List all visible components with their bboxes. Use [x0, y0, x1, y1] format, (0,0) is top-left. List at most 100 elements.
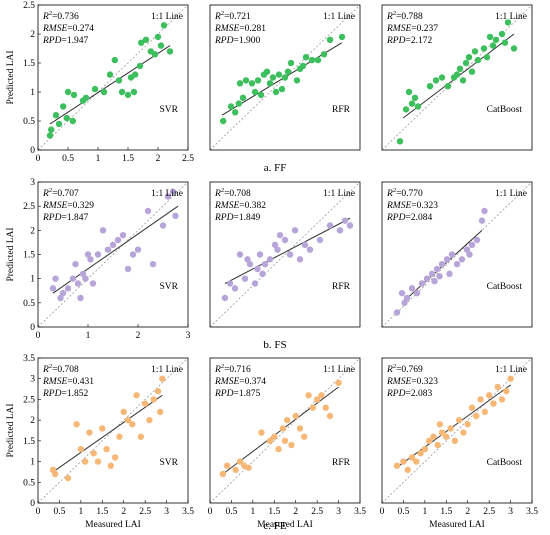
x-tick-label: 2.5 [311, 507, 323, 517]
y-tick-label: 1 [30, 88, 35, 98]
data-point [396, 138, 404, 145]
data-point [430, 433, 437, 440]
row-caption-fs: b. FS [263, 339, 287, 351]
one-to-one-label: 1:1 Line [323, 12, 355, 22]
data-point [460, 429, 467, 436]
data-point [276, 231, 284, 239]
data-point [104, 246, 112, 253]
data-point [318, 392, 325, 399]
one-to-one-line [37, 181, 189, 328]
rmse-label: RMSE=0.274 [42, 24, 94, 34]
one-to-one-line [37, 4, 189, 151]
data-point [301, 433, 308, 440]
data-point [60, 103, 67, 110]
data-point [503, 387, 510, 395]
data-point [414, 103, 422, 110]
data-point [46, 132, 54, 139]
regression-line [224, 217, 351, 284]
data-point [284, 68, 292, 75]
data-point [483, 54, 491, 61]
data-point [275, 71, 283, 78]
data-point [326, 36, 334, 43]
data-point [89, 280, 97, 287]
data-point [271, 433, 278, 440]
data-point [59, 289, 67, 297]
x-tick-label: 2.5 [139, 507, 151, 517]
data-point [490, 400, 497, 407]
data-point [81, 458, 89, 465]
panel-ff-catboost: R2=0.788 RMSE=0.237 RPD=2.172 1:1 Line CatBo… [381, 4, 533, 151]
y-tick-label: 1.5 [23, 59, 35, 69]
data-point [302, 54, 310, 61]
rpd-label: RPD=2.172 [386, 36, 432, 46]
data-point [436, 421, 444, 428]
rpd-label: RPD=1.852 [42, 389, 88, 399]
x-axis-title: Measured LAI [257, 520, 313, 530]
rmse-label: RMSE=0.281 [214, 24, 266, 34]
x-tick-label: 2 [465, 507, 470, 517]
data-point [468, 404, 476, 411]
one-to-one-line [209, 181, 361, 328]
data-point [172, 212, 179, 220]
data-point [269, 74, 277, 81]
data-point [492, 36, 500, 43]
data-point [114, 236, 122, 244]
x-tick-label: 0 [36, 507, 41, 517]
data-point [132, 71, 139, 78]
data-point [87, 256, 94, 263]
one-to-one-label: 1:1 Line [151, 365, 183, 375]
data-point [115, 77, 123, 84]
x-tick-label: 0 [380, 507, 385, 517]
regression-line [49, 45, 171, 125]
data-point [232, 466, 239, 474]
data-point [99, 227, 107, 234]
data-point [111, 454, 119, 461]
r2-label: R2=0.716 [214, 363, 251, 375]
data-point [305, 392, 312, 399]
data-point [64, 285, 72, 292]
panel-ff-svr: 0 0.5 1 1.5 2 2.5 0 0.5 1 1.5 2 2.5 R2=0.736 RMSE=0.2… [6, 1, 194, 164]
panel-ff-rfr: R2=0.721 RMSE=0.281 RPD=1.900 1:1 Line RFR [209, 4, 361, 151]
x-tick-label: 0.5 [225, 507, 237, 517]
r2-label: R2=0.788 [386, 10, 423, 22]
data-point [221, 294, 229, 302]
x-tick-label: 0 [36, 331, 41, 341]
data-point [426, 83, 434, 90]
data-point [236, 80, 244, 87]
data-point [82, 275, 89, 282]
model-label: CatBoost [487, 458, 523, 468]
data-point [462, 59, 470, 67]
data-point [463, 246, 471, 253]
data-point [308, 56, 316, 64]
data-point [231, 285, 239, 292]
data-point [456, 65, 464, 73]
data-point [283, 416, 291, 424]
one-to-one-label: 1:1 Line [323, 365, 355, 375]
one-to-one-line [37, 357, 189, 504]
data-point [129, 421, 136, 428]
data-point [309, 404, 317, 411]
data-point [480, 45, 488, 52]
data-point [156, 408, 164, 416]
data-point [64, 474, 72, 482]
data-point [477, 396, 484, 403]
data-point [70, 91, 78, 99]
data-point [403, 294, 411, 302]
data-point [481, 408, 489, 416]
r2-label: R2=0.770 [386, 187, 423, 199]
regression-line [52, 394, 163, 473]
x-tick-label: 0.5 [62, 154, 74, 164]
data-point [220, 117, 227, 125]
r2-label: R2=0.708 [42, 363, 79, 375]
data-point [64, 88, 72, 96]
rmse-label: RMSE=0.329 [42, 201, 94, 211]
data-point [124, 265, 132, 273]
data-point [278, 85, 286, 93]
x-tick-label: 2 [121, 507, 126, 517]
x-tick-label: 2.5 [182, 154, 194, 164]
data-point [51, 470, 59, 478]
data-point [438, 260, 446, 268]
x-tick-label: 2 [293, 507, 298, 517]
rpd-label: RPD=1.849 [214, 213, 260, 223]
data-point [236, 458, 244, 465]
